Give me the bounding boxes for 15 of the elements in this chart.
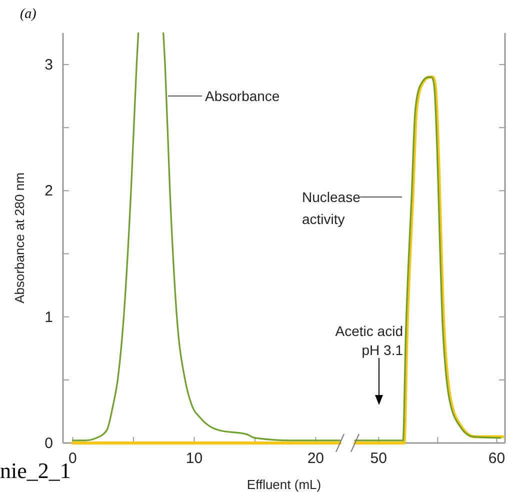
y-tick-label: 0 xyxy=(44,435,53,452)
x-tick-label: 50 xyxy=(370,450,387,467)
y-tick-label: 1 xyxy=(44,308,53,326)
x-tick-label: 0 xyxy=(68,450,77,467)
y-tick-label: 3 xyxy=(44,56,53,74)
y-axis-title: Absorbance at 280 nm xyxy=(12,172,27,304)
text: Nuclease activity xyxy=(302,189,361,227)
text: Absorbance xyxy=(205,88,280,104)
x-tick-label: 10 xyxy=(186,450,203,467)
y-tick-label: 2 xyxy=(44,182,53,200)
x-axis-title: Effluent (mL) xyxy=(246,477,322,492)
annotation: Acetic acid pH 3.1 xyxy=(335,323,404,358)
chart-title: (a) xyxy=(20,7,37,22)
x-tick-label: 20 xyxy=(307,450,324,467)
x-tick-label: 60 xyxy=(488,450,506,467)
